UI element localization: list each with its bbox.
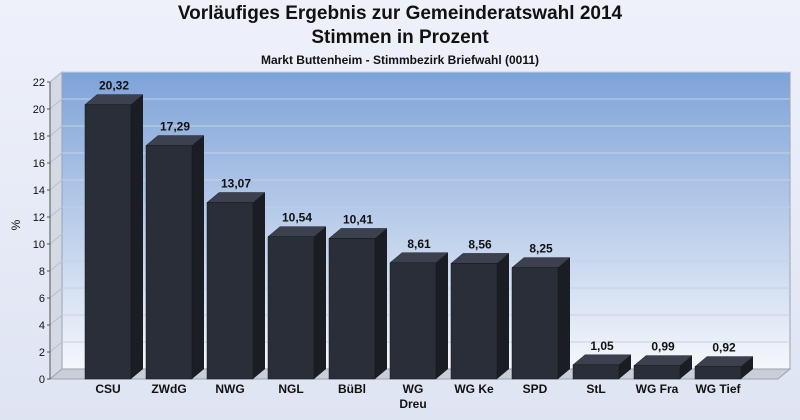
bar-value-label: 10,41 — [343, 212, 373, 226]
y-axis: 0 2 4 6 8 10 12 14 16 18 20 22 — [33, 77, 51, 386]
bar-side — [680, 355, 692, 379]
bar — [145, 145, 193, 380]
y-tick-label: 22 — [33, 77, 45, 89]
x-tick-label: CSU — [95, 382, 120, 396]
bar-value-label: 0,92 — [712, 341, 736, 355]
gridline-side — [49, 233, 63, 245]
bar-side — [253, 192, 265, 379]
bar-side — [497, 253, 509, 379]
bar-value-label: 13,07 — [221, 177, 251, 191]
bar-value-label: 8,56 — [468, 237, 492, 251]
bar-side — [436, 252, 448, 379]
x-tick-label: NGL — [278, 382, 303, 396]
bars: 20,32 17,29 13,07 10,54 10,41 8,61 8,56 8,25 1,0… — [84, 79, 754, 380]
y-tick-label: 14 — [33, 185, 45, 197]
gridline-side — [49, 152, 63, 164]
bar — [84, 104, 132, 380]
bar — [328, 238, 376, 380]
bar-side — [741, 356, 753, 379]
y-tick-label: 8 — [39, 266, 45, 278]
bar-WG Dreu — [389, 252, 449, 380]
chart-title: Vorläufiges Ergebnis zur Gemeinderatswah… — [177, 3, 623, 24]
bar-side — [192, 135, 204, 379]
y-tick-label: 12 — [33, 212, 45, 224]
y-tick-label: 10 — [33, 239, 45, 251]
bar-WG Ke — [450, 253, 510, 380]
chart-subtitle: Stimmen in Prozent — [311, 27, 489, 48]
bar-WG Fra — [633, 355, 693, 380]
gridline-side — [49, 71, 63, 83]
bar-value-label: 1,05 — [590, 339, 614, 353]
x-tick-label: NWG — [215, 382, 244, 396]
gridline-side — [49, 206, 63, 218]
bar — [267, 236, 315, 380]
bar-value-label: 17,29 — [160, 120, 190, 134]
y-tick-label: 6 — [39, 293, 45, 305]
bar-WG Tief — [694, 356, 754, 380]
bar-value-label: 8,25 — [529, 242, 553, 256]
bar-value-label: 8,61 — [407, 237, 431, 251]
x-tick-label: BüBl — [338, 382, 366, 396]
bar — [206, 202, 254, 380]
chart-caption: Markt Buttenheim - Stimmbezirk Briefwahl… — [260, 53, 540, 67]
bar-value-label: 20,32 — [99, 79, 129, 93]
x-tick-label: StL — [586, 382, 605, 396]
x-tick-label: SPD — [523, 382, 548, 396]
bar-value-label: 10,54 — [282, 211, 312, 225]
bar-StL — [572, 354, 632, 380]
gridline-side — [49, 287, 63, 299]
y-tick-label: 20 — [33, 104, 45, 116]
bar — [450, 263, 498, 380]
x-tick-label: Dreu — [399, 397, 426, 411]
y-axis-label: % — [9, 219, 23, 230]
x-tick-label: WG Tief — [695, 382, 741, 396]
y-tick-label: 4 — [39, 320, 45, 332]
bar-side — [558, 257, 570, 379]
gridline-side — [49, 260, 63, 272]
bar-SPD — [511, 257, 571, 380]
bar-side — [375, 228, 387, 379]
bar — [389, 262, 437, 380]
bar-NGL — [267, 226, 327, 380]
bar-NWG — [206, 192, 266, 380]
bar-side — [131, 94, 143, 380]
y-tick-label: 2 — [39, 347, 45, 359]
bar — [694, 366, 742, 380]
plot-side-wall — [49, 70, 63, 381]
gridline-side — [49, 179, 63, 191]
bar — [633, 365, 681, 380]
bar-ZWdG — [145, 135, 205, 380]
bar — [511, 267, 559, 380]
gridline-side — [49, 341, 63, 353]
gridline-side — [49, 314, 63, 326]
bar-CSU — [84, 94, 144, 380]
x-tick-label: WG Fra — [636, 382, 679, 396]
gridline-side — [49, 98, 63, 110]
x-tick-label: ZWdG — [151, 382, 186, 396]
x-tick-label: WG Ke — [454, 382, 494, 396]
bar-side — [619, 354, 631, 379]
bar-side — [314, 226, 326, 379]
gridline-side — [49, 125, 63, 137]
bar-value-label: 0,99 — [651, 340, 675, 354]
bar-BüBl — [328, 228, 388, 380]
y-tick-label: 18 — [33, 131, 45, 143]
bar — [572, 364, 620, 380]
x-tick-label: WG — [403, 382, 424, 396]
y-tick-label: 16 — [33, 158, 45, 170]
y-tick-label: 0 — [39, 374, 45, 386]
